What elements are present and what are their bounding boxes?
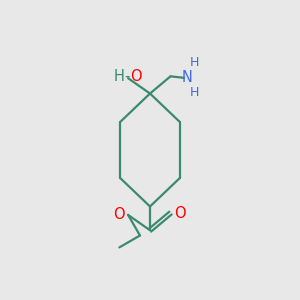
Text: N: N	[182, 70, 192, 85]
Text: O: O	[113, 207, 124, 222]
Text: H: H	[114, 69, 124, 84]
Text: O: O	[130, 69, 142, 84]
Text: H: H	[190, 86, 199, 99]
Text: O: O	[174, 206, 186, 220]
Text: -: -	[124, 69, 129, 84]
Text: H: H	[190, 56, 199, 69]
